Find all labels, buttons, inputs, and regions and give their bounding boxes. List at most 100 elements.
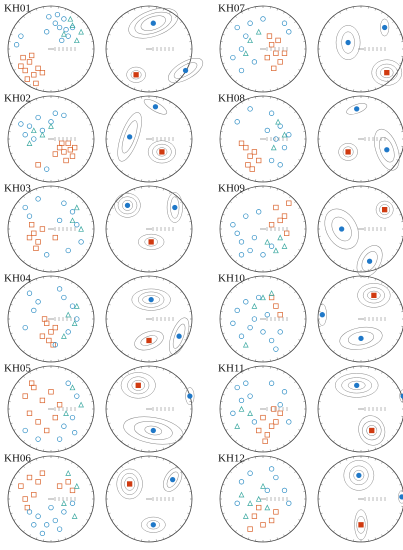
marker-circle [46, 14, 52, 20]
net-tick [283, 281, 285, 284]
marker-circle [234, 307, 240, 314]
marker-square [271, 406, 277, 412]
net-tick [115, 471, 118, 473]
net-tick [222, 62, 225, 64]
marker-circle [150, 427, 156, 434]
contour [140, 335, 158, 346]
marker-circle [238, 397, 245, 404]
net-tick [241, 444, 243, 447]
marker-circle [273, 474, 279, 481]
marker-circle [124, 202, 131, 209]
net-tick [333, 465, 335, 468]
net-tick [180, 75, 183, 77]
net-tick [241, 191, 243, 194]
marker-circle [247, 20, 253, 26]
net-tick [13, 429, 16, 431]
net-tick [225, 387, 228, 389]
net-tick [64, 267, 66, 270]
net-tick [134, 177, 136, 180]
marker-circle [69, 500, 76, 506]
net-tick [115, 291, 118, 293]
net-tick [108, 62, 111, 64]
net-tick [346, 98, 348, 101]
marker-triangle [65, 470, 72, 476]
net-tick [381, 371, 383, 374]
net-tick [289, 15, 291, 18]
net-tick [180, 291, 183, 293]
net-tick [333, 350, 335, 353]
net-tick [10, 484, 13, 486]
net-tick [86, 159, 89, 161]
net-tick [229, 525, 232, 527]
net-tick [108, 304, 111, 306]
net-tick [77, 465, 79, 468]
panel-title: KH11 [218, 363, 244, 375]
net-tick [381, 444, 383, 447]
marker-circle [56, 436, 63, 442]
marker-triangle [78, 28, 84, 35]
net-tick [169, 444, 171, 447]
marker-square [256, 504, 262, 511]
marker-square [26, 474, 33, 481]
net-tick [225, 27, 228, 29]
marker-triangle [48, 123, 54, 129]
net-tick [283, 11, 285, 14]
net-tick [175, 170, 177, 173]
net-tick [283, 354, 285, 357]
marker-square [56, 402, 63, 408]
net-tick [175, 80, 177, 83]
marker-triangle [63, 410, 69, 416]
net-tick [289, 105, 291, 108]
marker-square [31, 230, 37, 236]
net-tick [327, 381, 330, 383]
net-tick [89, 304, 92, 306]
net-tick [283, 191, 285, 194]
net-tick [134, 267, 136, 270]
panel-title: KH09 [218, 183, 245, 195]
net-tick [235, 260, 237, 263]
net-tick [235, 80, 237, 83]
net-tick [127, 534, 129, 537]
marker-triangle [275, 118, 281, 125]
net-tick [108, 242, 111, 244]
net-tick [169, 281, 171, 284]
net-tick [175, 260, 177, 263]
net-tick [108, 152, 111, 154]
net-tick [115, 111, 118, 113]
contour [114, 193, 141, 218]
net-tick [29, 11, 31, 14]
net-tick [392, 75, 395, 77]
contour [134, 11, 173, 35]
net-tick [276, 357, 278, 360]
net-tick [346, 278, 348, 281]
net-tick [387, 465, 389, 468]
net-tick [162, 8, 164, 11]
net-tick [387, 350, 389, 353]
contour [120, 472, 139, 495]
net-tick [184, 249, 187, 251]
net-tick [248, 357, 250, 360]
net-tick [121, 285, 123, 288]
marker-circle [243, 33, 249, 39]
net-tick [10, 62, 13, 64]
net-tick [399, 332, 402, 334]
net-tick [294, 525, 297, 527]
marker-square [256, 157, 262, 164]
contour [163, 467, 183, 492]
marker-square [52, 234, 58, 241]
net-tick [187, 242, 190, 244]
net-tick [248, 177, 250, 180]
marker-circle [56, 24, 63, 31]
panel-title: KH04 [4, 273, 31, 285]
net-tick [175, 15, 177, 18]
contour [361, 251, 378, 272]
net-tick [241, 174, 243, 177]
marker-circle [61, 423, 67, 429]
net-tick [134, 357, 136, 360]
net-tick [134, 368, 136, 371]
net-tick [64, 177, 66, 180]
net-tick [399, 124, 402, 126]
net-tick [399, 422, 402, 424]
net-tick [298, 117, 301, 119]
net-tick [115, 165, 118, 167]
